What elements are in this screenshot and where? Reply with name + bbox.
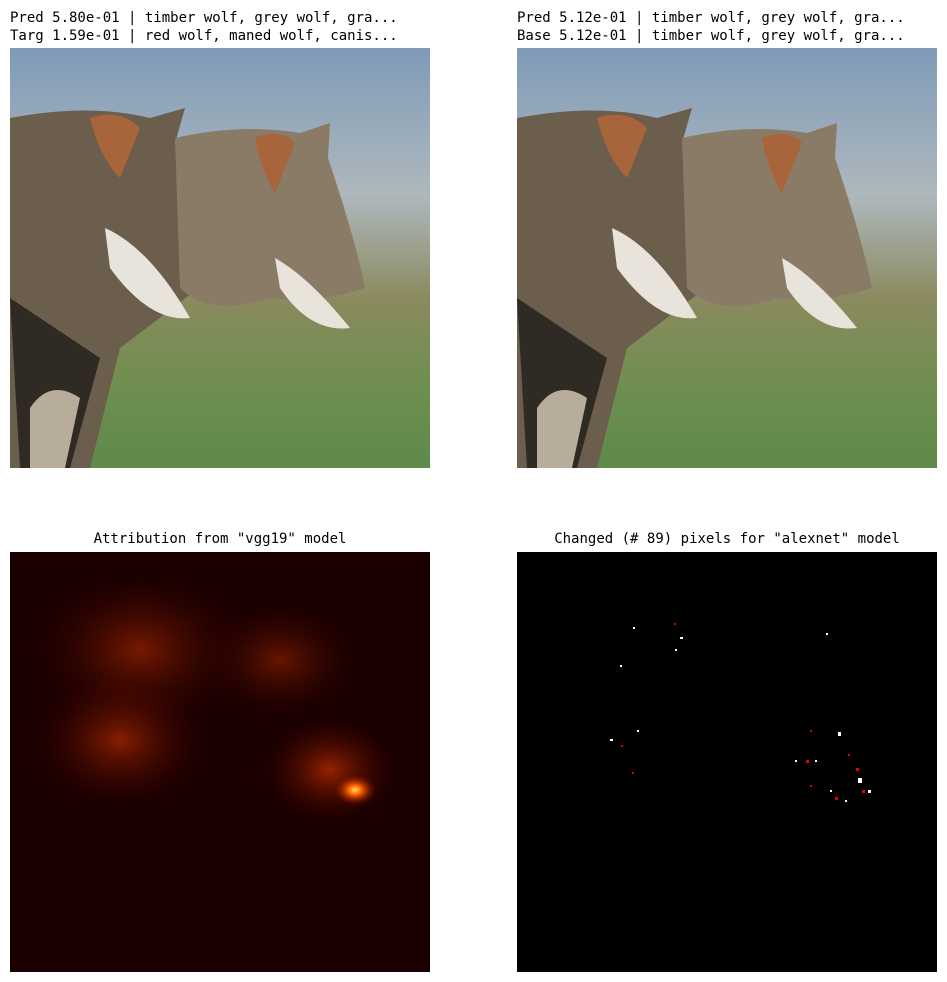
panel-title: Pred 5.12e-01 | timber wolf, grey wolf, …	[517, 10, 905, 26]
panel-title: Changed (# 89) pixels for "alexnet" mode…	[554, 531, 900, 547]
changed-pixels-map	[517, 552, 937, 972]
panel-title: Base 5.12e-01 | timber wolf, grey wolf, …	[517, 28, 905, 44]
panel-title: Attribution from "vgg19" model	[94, 531, 347, 547]
panel-title: Pred 5.80e-01 | timber wolf, grey wolf, …	[10, 10, 398, 26]
attribution-map	[10, 552, 430, 972]
panel-title: Targ 1.59e-01 | red wolf, maned wolf, ca…	[10, 28, 398, 44]
input-image	[10, 48, 430, 468]
perturbed-image	[517, 48, 937, 468]
